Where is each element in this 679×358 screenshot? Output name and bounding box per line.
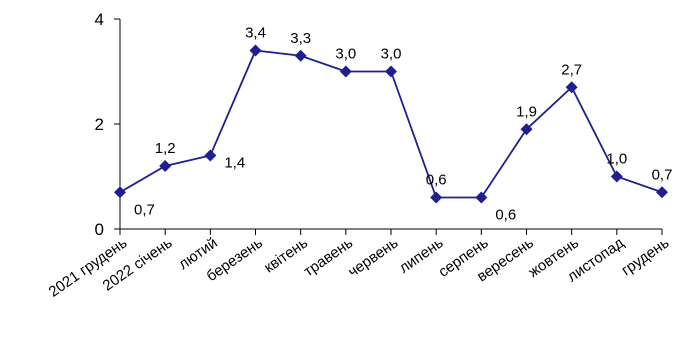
data-label: 1,9 bbox=[516, 103, 537, 120]
data-point-marker bbox=[475, 191, 488, 204]
data-point-marker bbox=[430, 191, 443, 204]
data-point-marker bbox=[520, 123, 533, 136]
y-tick-label: 0 bbox=[95, 220, 104, 239]
data-point-marker bbox=[610, 170, 623, 183]
data-label: 3,4 bbox=[245, 25, 266, 42]
data-label: 3,3 bbox=[290, 30, 311, 47]
data-point-marker bbox=[249, 44, 262, 57]
series-group bbox=[114, 44, 668, 204]
data-label: 0,7 bbox=[134, 201, 155, 218]
data-point-marker bbox=[114, 186, 126, 199]
data-label: 1,4 bbox=[224, 155, 245, 172]
data-label: 0,6 bbox=[495, 207, 516, 224]
y-tick-label: 4 bbox=[95, 10, 104, 29]
data-point-marker bbox=[385, 65, 397, 78]
data-label: 0,7 bbox=[652, 166, 673, 183]
x-tick-label: грудень bbox=[618, 234, 672, 279]
data-label: 2,7 bbox=[561, 61, 582, 78]
data-point-marker bbox=[159, 160, 172, 172]
data-label: 3,0 bbox=[335, 46, 356, 63]
y-axis: 0 2 4 bbox=[95, 10, 121, 239]
x-tick-label: травень bbox=[301, 234, 357, 280]
data-point-marker bbox=[565, 81, 578, 94]
data-labels: 0,7 1,2 1,4 3,4 3,3 3,0 3,0 0,6 0,6 1,9 2,7 1,0 0,7 bbox=[134, 25, 672, 224]
data-label: 1,0 bbox=[606, 151, 627, 168]
data-point-marker bbox=[294, 49, 307, 62]
data-label: 0,6 bbox=[426, 172, 447, 189]
x-tick-label: червень bbox=[345, 234, 401, 281]
data-point-marker bbox=[204, 149, 217, 162]
data-point-marker bbox=[656, 186, 668, 199]
data-label: 1,2 bbox=[155, 140, 176, 157]
data-point-marker bbox=[339, 65, 352, 78]
data-label: 3,0 bbox=[381, 46, 402, 63]
y-tick-label: 2 bbox=[95, 115, 104, 134]
